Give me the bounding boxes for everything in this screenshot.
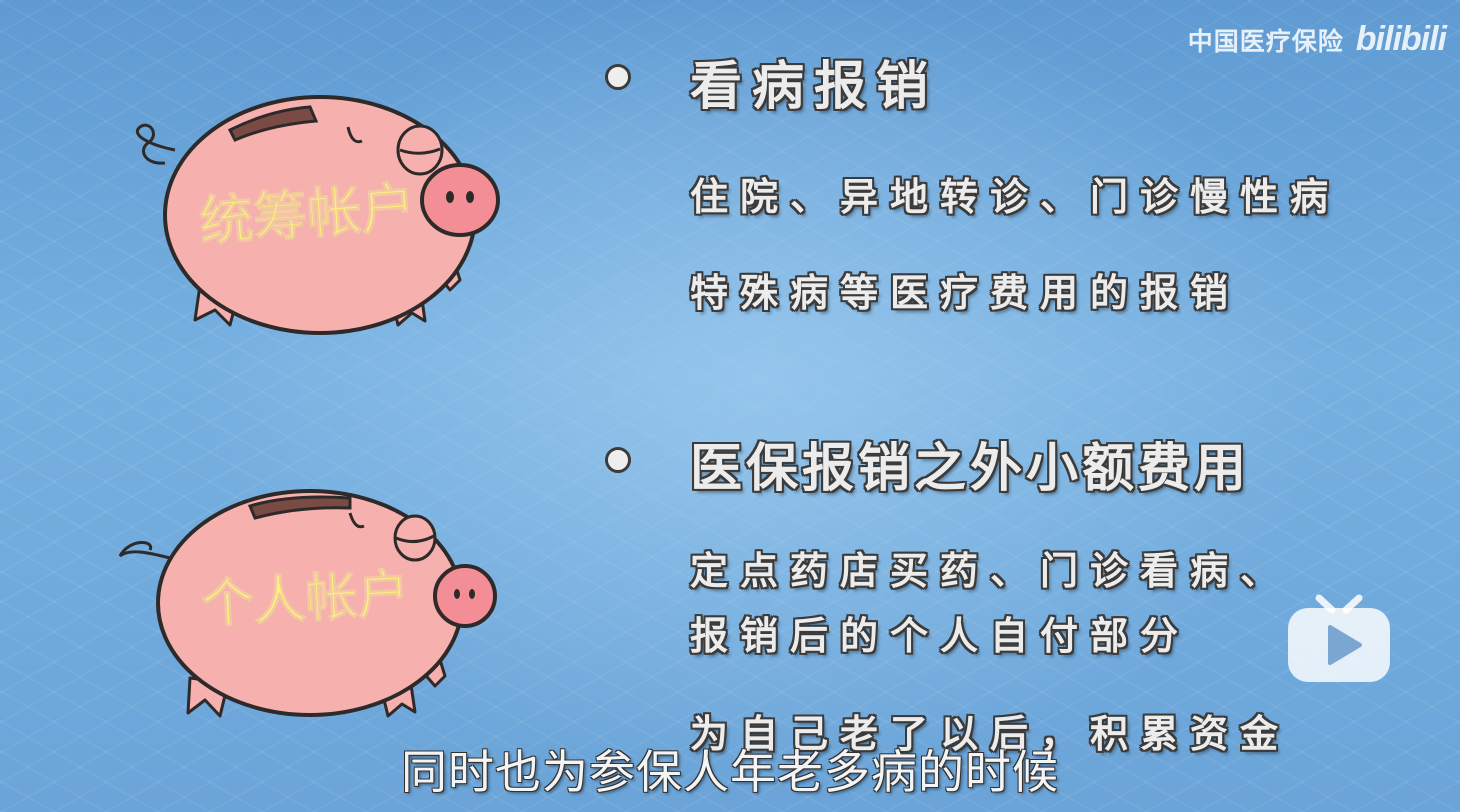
play-button[interactable] bbox=[1284, 580, 1394, 686]
pig-label-pooled: 统筹帐户 bbox=[197, 176, 417, 254]
section-line: 住院、异地转诊、门诊慢性病 bbox=[690, 175, 1341, 219]
bullet-point-icon bbox=[605, 447, 631, 473]
section-line: 报销后的个人自付部分 bbox=[690, 614, 1191, 658]
section-line: 为自己老了以后，积累资金 bbox=[690, 712, 1291, 756]
piggy-bank-pooled-account: 统筹帐户 bbox=[136, 95, 500, 335]
play-icon bbox=[1328, 625, 1362, 665]
subtitle-caption: 同时也为参保人年老多病的时候 bbox=[401, 745, 1059, 799]
piggy-bank-personal-account: 个人帐户 bbox=[118, 489, 497, 718]
bullet-point-icon bbox=[605, 64, 631, 90]
channel-watermark: 中国医疗保险 bbox=[1187, 26, 1344, 56]
section-heading-small-expenses: 医保报销之外小额费用 bbox=[690, 439, 1251, 499]
watermark: 中国医疗保险 bilibili bbox=[1187, 20, 1447, 59]
section-line: 特殊病等医疗费用的报销 bbox=[690, 271, 1241, 315]
bilibili-logo: bilibili bbox=[1355, 20, 1447, 58]
pig-label-personal: 个人帐户 bbox=[200, 564, 411, 635]
section-heading-reimbursement: 看病报销 bbox=[690, 57, 939, 117]
section-line: 定点药店买药、门诊看病、 bbox=[690, 549, 1291, 593]
